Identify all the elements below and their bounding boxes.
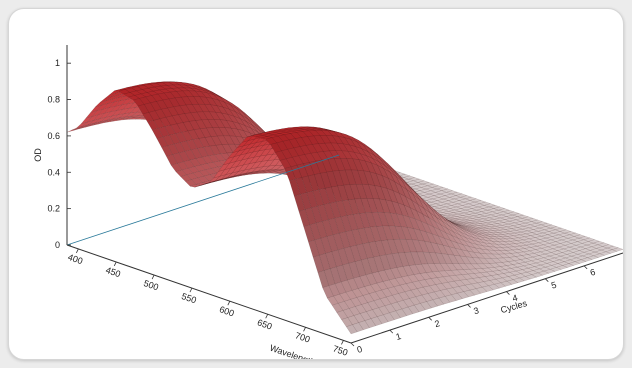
x-tick-label: 500 — [142, 278, 159, 292]
tick-mark — [506, 291, 510, 295]
surface-patch — [543, 269, 556, 274]
z-tick-label: 0.8 — [47, 95, 60, 105]
z-tick-label: 0.4 — [47, 167, 60, 177]
tick-mark — [467, 304, 471, 308]
tick-mark — [189, 287, 193, 293]
surface-patch — [506, 279, 519, 285]
x-tick-label: 700 — [294, 330, 311, 344]
y-tick-label: 2 — [433, 318, 441, 329]
y-axis-title: Cycles — [499, 298, 528, 315]
tick-mark — [227, 301, 231, 306]
surface-patch — [531, 272, 543, 278]
y-tick-label: 3 — [472, 305, 480, 316]
x-tick-label: 650 — [256, 317, 273, 331]
tick-mark — [545, 278, 549, 282]
tick-mark — [303, 327, 306, 332]
y-tick-label: 5 — [550, 280, 558, 291]
surface-mesh — [66, 81, 623, 335]
tick-mark — [389, 329, 394, 334]
surface-patch — [525, 274, 537, 280]
surface-patch — [580, 257, 593, 262]
surface-patch — [549, 267, 562, 272]
z-tick-label: 0 — [55, 240, 60, 250]
tick-mark — [583, 265, 588, 270]
z-tick-label: 0.2 — [47, 204, 60, 214]
surface-patch — [512, 277, 525, 283]
x-tick-label: 750 — [332, 343, 349, 357]
surface-patch — [599, 251, 612, 256]
surface-plot: 0 0.2 0.4 0.6 0.8 1 400 450 500 550 600 650 700 750 0 1… — [33, 45, 623, 359]
surface-patch — [586, 255, 599, 260]
tick-mark — [151, 274, 155, 280]
y-tick-label: 1 — [395, 331, 403, 342]
tick-mark — [428, 317, 432, 321]
z-axis-title: OD — [33, 148, 43, 162]
surface-patch — [593, 253, 605, 258]
surface-patch — [574, 259, 587, 264]
tick-mark — [350, 342, 355, 347]
tick-mark — [76, 248, 79, 254]
chart-card: 0 0.2 0.4 0.6 0.8 1 400 450 500 550 600 650 700 750 0 1… — [8, 8, 624, 360]
tick-mark — [341, 340, 344, 345]
x-tick-label: 400 — [67, 252, 84, 266]
surface-patch — [568, 261, 581, 266]
tick-mark — [265, 314, 269, 319]
surface-patch — [611, 247, 623, 252]
z-tick-label: 0.6 — [47, 131, 60, 141]
y-tick-label: 0 — [356, 344, 364, 355]
tick-mark — [113, 261, 117, 267]
x-tick-label: 450 — [104, 265, 121, 279]
x-tick-label: 550 — [180, 291, 197, 305]
z-tick-label: 1 — [55, 58, 60, 68]
x-tick-label: 600 — [218, 304, 235, 318]
surface-patch — [519, 276, 531, 282]
x-axis-title: Wavelength in nm — [269, 343, 340, 359]
y-tick-label: 6 — [589, 267, 597, 278]
x-axis-line — [66, 244, 352, 344]
